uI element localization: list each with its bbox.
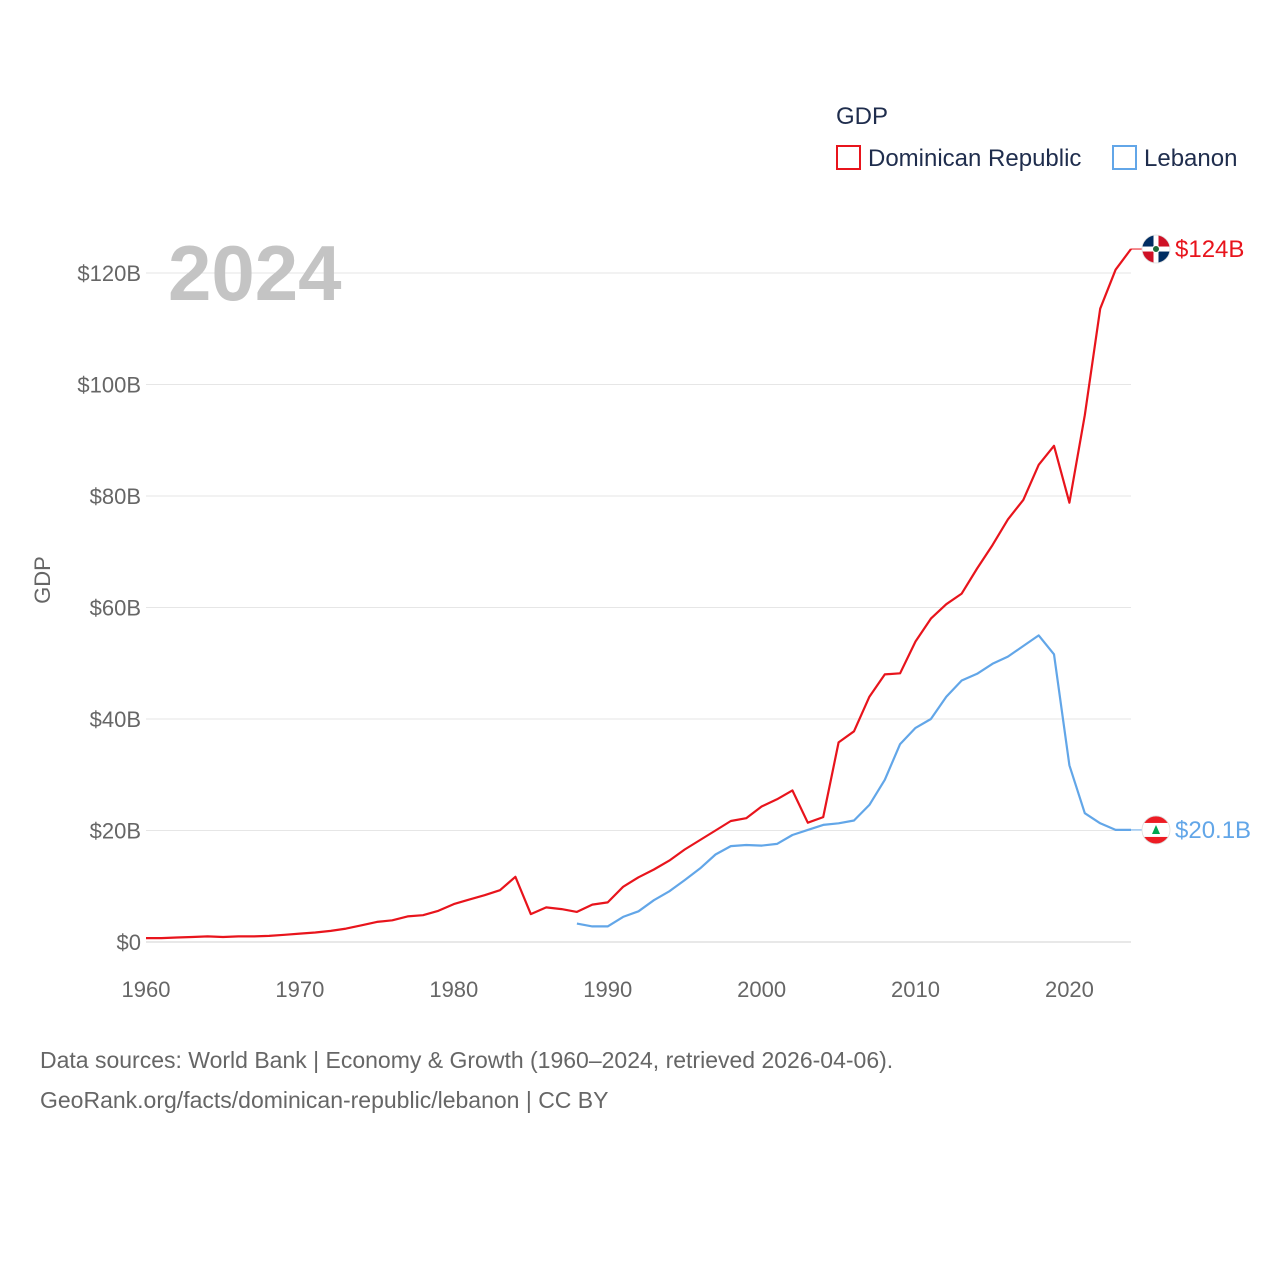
- y-tick-label: $60B: [90, 596, 141, 621]
- y-tick-label: $40B: [90, 707, 141, 732]
- legend-label-lebanon[interactable]: Lebanon: [1144, 145, 1237, 172]
- source-line-2[interactable]: GeoRank.org/facts/dominican-republic/leb…: [40, 1087, 609, 1113]
- source-line-1: Data sources: World Bank | Economy & Gro…: [40, 1047, 893, 1073]
- end-value-label: $124B: [1175, 236, 1244, 263]
- year-label: 2024: [168, 229, 342, 317]
- x-tick-label: 1960: [122, 977, 171, 1002]
- legend-swatch-dominican-republic[interactable]: [836, 145, 861, 170]
- end-value-label: $20.1B: [1175, 817, 1251, 844]
- x-axis: 1960 1970 1980 1990 2000 2010 2020: [122, 977, 1094, 1002]
- x-tick-label: 2000: [737, 977, 786, 1002]
- x-tick-label: 1990: [583, 977, 632, 1002]
- y-tick-label: $80B: [90, 484, 141, 509]
- gridlines: [146, 272, 1131, 943]
- legend-swatch-lebanon[interactable]: [1112, 145, 1137, 170]
- y-tick-label: $0: [117, 930, 141, 955]
- y-tick-label: $20B: [90, 819, 141, 844]
- legend-label-dominican-republic[interactable]: Dominican Republic: [868, 145, 1081, 172]
- x-tick-label: 2020: [1045, 977, 1094, 1002]
- series-line-lebanon[interactable]: [576, 634, 1131, 928]
- legend-title: GDP: [836, 103, 888, 130]
- series-line-dominican-republic[interactable]: [146, 248, 1132, 940]
- y-axis: $0 $20B $40B $60B $80B $100B $120B: [77, 261, 141, 955]
- x-tick-label: 1970: [275, 977, 324, 1002]
- lebanon-flag-icon: [1141, 815, 1171, 845]
- y-tick-label: $120B: [77, 261, 141, 286]
- x-tick-label: 1980: [429, 977, 478, 1002]
- y-tick-label: $100B: [77, 373, 141, 398]
- end-markers: $124B $20.1B: [1131, 234, 1251, 845]
- y-axis-title: GDP: [30, 556, 55, 604]
- dominican-republic-flag-icon: [1141, 234, 1171, 264]
- legend: GDP Dominican Republic Lebanon: [836, 103, 1237, 172]
- series-lines: [146, 248, 1132, 940]
- x-tick-label: 2010: [891, 977, 940, 1002]
